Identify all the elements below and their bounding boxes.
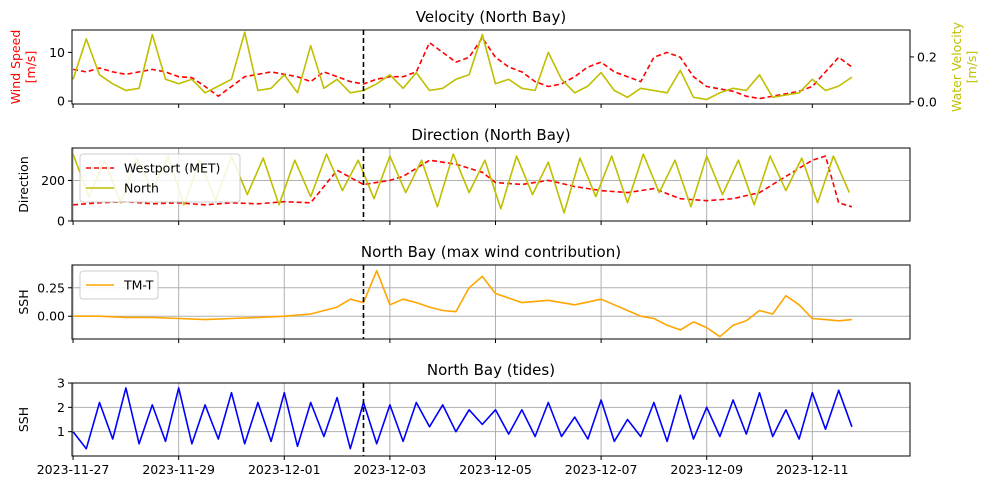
series-line-tm-t <box>73 269 852 338</box>
y-tick-label: 2 <box>57 400 65 415</box>
y-right-axis-label: Water Velocity[m/s] <box>949 21 979 112</box>
y-axis-label: SSH <box>16 289 31 314</box>
x-tick-label: 2023-12-07 <box>565 462 638 477</box>
legend-label: TM-T <box>123 278 154 293</box>
series-line-westport-met- <box>73 155 853 208</box>
legend-box <box>79 153 241 203</box>
y-tick-label: 1 <box>57 424 65 439</box>
x-tick-label: 2023-12-03 <box>354 462 427 477</box>
y-right-tick-label: 0.2 <box>917 49 937 64</box>
y-axis-label: SSH <box>16 407 31 432</box>
x-tick-label: 2023-12-09 <box>670 462 743 477</box>
x-tick-label: 2023-11-27 <box>37 462 110 477</box>
y-tick-label: 10 <box>49 45 65 60</box>
panel-title: North Bay (tides) <box>427 361 555 379</box>
y-axis-label: Wind Speed[m/s] <box>8 30 38 105</box>
y-tick-label: 0.25 <box>37 280 65 295</box>
legend-label: North <box>124 181 159 196</box>
y-tick-label: 200 <box>41 173 65 188</box>
panel-title: North Bay (max wind contribution) <box>361 243 621 261</box>
y-right-tick-label: 0.0 <box>917 94 937 109</box>
x-tick-label: 2023-12-11 <box>776 462 849 477</box>
axes-frame <box>71 264 911 340</box>
series-line-p0-s1 <box>72 31 853 101</box>
axes-frame <box>71 29 911 105</box>
legend-box <box>79 270 159 300</box>
y-axis-label: Direction <box>16 156 31 212</box>
y-tick-label: 0 <box>57 214 65 229</box>
x-tick-label: 2023-12-05 <box>459 462 532 477</box>
x-tick-label: 2023-11-29 <box>142 462 215 477</box>
y-tick-label: 0 <box>57 94 65 109</box>
panel-title: Direction (North Bay) <box>411 126 570 144</box>
panel-title: Velocity (North Bay) <box>416 8 566 26</box>
axes-frame <box>71 147 911 222</box>
axes-frame <box>71 382 911 457</box>
series-line-p3-s0 <box>72 387 853 450</box>
y-tick-label: 0.00 <box>37 309 65 324</box>
series-line-p0-s0 <box>72 36 853 100</box>
legend-label: Westport (MET) <box>124 161 220 176</box>
x-tick-label: 2023-12-01 <box>248 462 321 477</box>
y-tick-label: 3 <box>57 376 65 391</box>
